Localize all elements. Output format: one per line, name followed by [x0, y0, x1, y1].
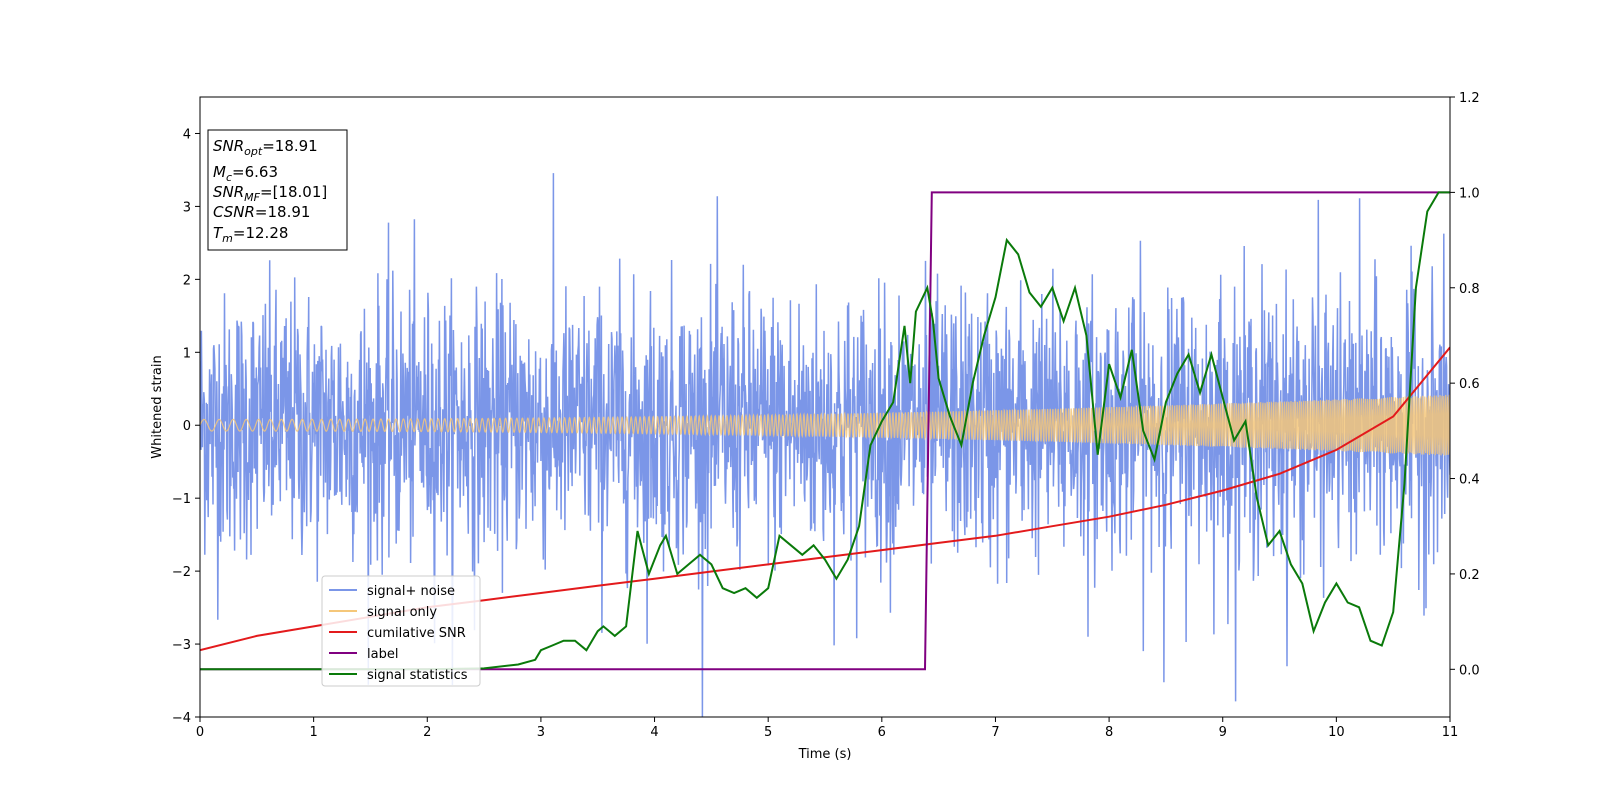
y-tick-label: −2 [172, 565, 191, 580]
stats-subscript: m [222, 232, 233, 245]
stats-line: SNRMF=[18.01] [213, 183, 327, 204]
legend-entry-label: signal only [367, 605, 437, 620]
stats-value: =6.63 [232, 163, 278, 181]
series-label-line [200, 191, 1450, 671]
y2-tick-label: 1.0 [1459, 186, 1480, 201]
stats-value: =18.91 [262, 137, 318, 155]
legend-entry-label: signal statistics [367, 668, 468, 683]
y-tick-label: 2 [183, 273, 191, 288]
y2-tick-label: 0.2 [1459, 568, 1480, 583]
y-tick-label: 0 [183, 419, 191, 434]
stats-subscript: c [226, 171, 232, 184]
x-tick-label: 5 [764, 725, 772, 740]
legend-entry-label: signal+ noise [367, 584, 455, 599]
x-axis-label: Time (s) [798, 747, 852, 762]
y-tick-label: 4 [183, 127, 191, 142]
y2-tick-label: 0.4 [1459, 473, 1480, 488]
legend-entry-label: label [367, 647, 398, 662]
x-tick-label: 11 [1442, 725, 1459, 740]
stats-var: CSNR [213, 203, 255, 221]
series-signal-statistics-line [200, 191, 1450, 671]
x-axis: 0 1 2 3 4 5 6 7 8 9 10 11 [196, 717, 1458, 740]
x-tick-label: 9 [1219, 725, 1227, 740]
stats-var: SNR [213, 137, 244, 155]
stats-line: SNRopt=18.91 [213, 137, 318, 158]
stats-line: CSNR=18.91 [213, 203, 310, 221]
x-tick-label: 3 [537, 725, 545, 740]
legend: signal+ noise signal only cumilative SNR la… [321, 575, 481, 687]
series-signal-only-line [200, 394, 1450, 456]
y-tick-label: −4 [172, 711, 191, 726]
stats-box: SNRopt=18.91Mc=6.63SNRMF=[18.01]CSNR=18.… [207, 129, 348, 251]
x-tick-label: 1 [309, 725, 317, 740]
y-axis-label: Whitened strain [150, 355, 165, 458]
y2-tick-label: 1.2 [1459, 91, 1480, 106]
stats-value: =12.28 [233, 224, 289, 242]
y-axis-left: −4 −3 −2 −1 0 1 2 3 4 [172, 127, 200, 726]
stats-subscript: MF [244, 191, 260, 204]
y2-tick-label: 0.8 [1459, 282, 1480, 297]
stats-var: SNR [213, 183, 244, 201]
y-axis-right: 0.0 0.2 0.4 0.6 0.8 1.0 1.2 [1450, 91, 1480, 678]
y-tick-label: −3 [172, 638, 191, 653]
stats-line: Tm=12.28 [213, 224, 288, 245]
y-tick-label: −1 [172, 492, 191, 507]
y-tick-label: 3 [183, 200, 191, 215]
x-tick-label: 7 [991, 725, 999, 740]
stats-value: =[18.01] [260, 183, 327, 201]
legend-frame [321, 575, 481, 687]
stats-line: Mc=6.63 [213, 163, 278, 184]
y2-tick-label: 0.6 [1459, 377, 1480, 392]
y-tick-label: 1 [183, 346, 191, 361]
stats-subscript: opt [244, 145, 263, 158]
x-tick-label: 4 [650, 725, 658, 740]
y2-tick-label: 0.0 [1459, 663, 1480, 678]
stats-value: =18.91 [255, 203, 311, 221]
legend-entry-label: cumilative SNR [367, 626, 466, 641]
x-tick-label: 0 [196, 725, 204, 740]
stats-var: T [213, 224, 224, 242]
x-tick-label: 6 [878, 725, 886, 740]
stats-var: M [213, 163, 226, 181]
plot-frame [199, 96, 1451, 718]
x-tick-label: 10 [1328, 725, 1345, 740]
x-tick-label: 8 [1105, 725, 1113, 740]
stats-box-frame [207, 129, 348, 251]
x-tick-label: 2 [423, 725, 431, 740]
